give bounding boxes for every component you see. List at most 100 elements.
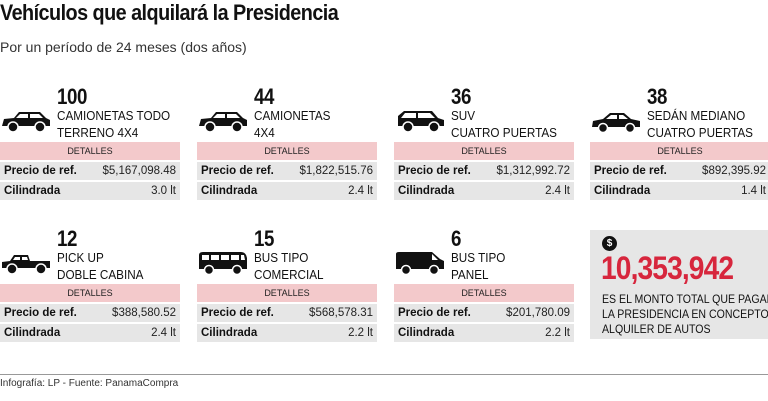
total-note-line1: ES EL MONTO TOTAL QUE PAGARÁ [602, 294, 768, 306]
vehicle-description: CAMIONETAS 4X4 [254, 107, 331, 141]
vehicle-desc-line2: COMERCIAL [254, 267, 324, 282]
details-header: DETALLES [197, 284, 377, 302]
page-subtitle: Por un período de 24 meses (dos años) [0, 39, 247, 55]
cc-row: Cilindrada 3.0 lt [0, 182, 180, 200]
vehicle-desc-line1: PICK UP [57, 250, 104, 265]
dollar-coin-icon: $ [602, 236, 617, 251]
details-header: DETALLES [197, 142, 377, 160]
total-box: $ 10,353,942 ES EL MONTO TOTAL QUE PAGAR… [590, 230, 768, 339]
sedan-icon [592, 113, 640, 134]
cc-row: Cilindrada 2.4 lt [394, 182, 574, 200]
suv-icon [2, 112, 50, 133]
total-note-line2: LA PRESIDENCIA EN CONCEPTO DE [602, 309, 768, 321]
vehicle-description: PICK UP DOBLE CABINA [57, 249, 143, 283]
vehicle-desc-line2: DOBLE CABINA [57, 267, 144, 282]
price-label: Precio de ref. [201, 307, 274, 319]
page-title: Vehículos que alquilará la Presidencia [0, 0, 339, 25]
vehicle-desc-line2: PANEL [451, 267, 489, 282]
vehicle-quantity: 44 [254, 84, 274, 109]
price-row: Precio de ref. $1,822,515.76 [197, 162, 377, 180]
price-label: Precio de ref. [201, 165, 274, 177]
details-header: DETALLES [394, 284, 574, 302]
price-label: Precio de ref. [4, 165, 77, 177]
suv-icon [398, 111, 444, 133]
price-label: Precio de ref. [4, 307, 77, 319]
price-row: Precio de ref. $388,580.52 [0, 304, 180, 322]
vehicle-card: 6 BUS TIPO PANEL DETALLES Precio de ref.… [394, 226, 574, 342]
cc-row: Cilindrada 1.4 lt [590, 182, 768, 200]
cc-value: 1.4 lt [741, 185, 766, 197]
vehicle-quantity: 15 [254, 226, 274, 251]
cc-row: Cilindrada 2.2 lt [394, 324, 574, 342]
details-header: DETALLES [590, 142, 768, 160]
price-value: $1,312,992.72 [496, 165, 570, 177]
cc-value: 3.0 lt [151, 185, 176, 197]
vehicle-card: 36 SUV CUATRO PUERTAS DETALLES Precio de… [394, 84, 574, 200]
total-amount: 10,353,942 [601, 250, 734, 286]
vehicle-desc-line1: BUS TIPO [451, 250, 506, 265]
vehicle-desc-line1: CAMIONETAS [254, 108, 331, 123]
price-value: $568,578.31 [309, 307, 373, 319]
price-row: Precio de ref. $568,578.31 [197, 304, 377, 322]
vehicle-card: 12 PICK UP DOBLE CABINA DETALLES Precio … [0, 226, 180, 342]
cc-label: Cilindrada [201, 327, 258, 339]
total-note-line3: ALQUILER DE AUTOS [602, 324, 711, 336]
vehicle-card: 15 BUS TIPO COMERCIAL DETALLES Precio de… [197, 226, 377, 342]
cc-value: 2.4 lt [348, 185, 373, 197]
price-label: Precio de ref. [398, 307, 471, 319]
source-credit: Infografía: LP - Fuente: PanamaCompra [0, 378, 179, 389]
cc-label: Cilindrada [398, 327, 455, 339]
van-icon [396, 252, 444, 276]
vehicle-quantity: 12 [57, 226, 77, 251]
cc-label: Cilindrada [201, 185, 258, 197]
cc-value: 2.2 lt [545, 327, 570, 339]
price-value: $388,580.52 [112, 307, 176, 319]
total-note: ES EL MONTO TOTAL QUE PAGARÁ LA PRESIDEN… [602, 293, 768, 338]
price-label: Precio de ref. [594, 165, 667, 177]
price-row: Precio de ref. $892,395.92 [590, 162, 768, 180]
footer-divider [0, 374, 768, 375]
cc-value: 2.4 lt [545, 185, 570, 197]
vehicle-description: SEDÁN MEDIANO CUATRO PUERTAS [647, 107, 753, 141]
price-value: $892,395.92 [702, 165, 766, 177]
vehicle-desc-line2: TERRENO 4X4 [57, 125, 139, 140]
cc-row: Cilindrada 2.4 lt [197, 182, 377, 200]
cc-label: Cilindrada [4, 185, 61, 197]
price-value: $1,822,515.76 [299, 165, 373, 177]
vehicle-card: 100 CAMIONETAS TODO TERRENO 4X4 DETALLES… [0, 84, 180, 200]
vehicle-description: CAMIONETAS TODO TERRENO 4X4 [57, 107, 170, 141]
vehicle-quantity: 100 [57, 84, 87, 109]
price-row: Precio de ref. $201,780.09 [394, 304, 574, 322]
bus-icon [199, 252, 247, 276]
vehicle-card: 44 CAMIONETAS 4X4 DETALLES Precio de ref… [197, 84, 377, 200]
cc-value: 2.4 lt [151, 327, 176, 339]
vehicle-desc-line2: 4X4 [254, 125, 275, 140]
vehicle-description: BUS TIPO PANEL [451, 249, 505, 283]
details-header: DETALLES [0, 284, 180, 302]
details-header: DETALLES [0, 142, 180, 160]
vehicle-quantity: 6 [451, 226, 461, 251]
vehicle-card: 38 SEDÁN MEDIANO CUATRO PUERTAS DETALLES… [590, 84, 768, 200]
price-row: Precio de ref. $1,312,992.72 [394, 162, 574, 180]
vehicle-description: SUV CUATRO PUERTAS [451, 107, 557, 141]
price-value: $5,167,098.48 [102, 165, 176, 177]
cc-row: Cilindrada 2.2 lt [197, 324, 377, 342]
vehicle-quantity: 36 [451, 84, 471, 109]
cc-value: 2.2 lt [348, 327, 373, 339]
vehicle-desc-line1: CAMIONETAS TODO [57, 108, 171, 123]
price-value: $201,780.09 [506, 307, 570, 319]
cc-label: Cilindrada [398, 185, 455, 197]
vehicle-description: BUS TIPO COMERCIAL [254, 249, 324, 283]
vehicle-desc-line1: BUS TIPO [254, 250, 309, 265]
vehicle-desc-line2: CUATRO PUERTAS [647, 125, 753, 140]
cc-label: Cilindrada [4, 327, 61, 339]
cc-row: Cilindrada 2.4 lt [0, 324, 180, 342]
vehicle-quantity: 38 [647, 84, 667, 109]
details-header: DETALLES [394, 142, 574, 160]
price-label: Precio de ref. [398, 165, 471, 177]
vehicle-desc-line1: SUV [451, 108, 476, 123]
vehicle-desc-line1: SEDÁN MEDIANO [647, 108, 746, 123]
pickup-icon [2, 255, 50, 275]
vehicle-desc-line2: CUATRO PUERTAS [451, 125, 557, 140]
cc-label: Cilindrada [594, 185, 651, 197]
